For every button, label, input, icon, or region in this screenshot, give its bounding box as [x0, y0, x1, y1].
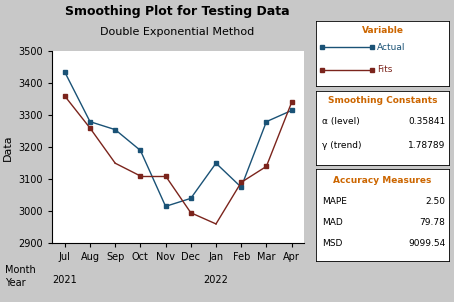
- Text: Fits: Fits: [377, 65, 393, 74]
- Y-axis label: Data: Data: [3, 134, 13, 161]
- Text: Smoothing Plot for Testing Data: Smoothing Plot for Testing Data: [65, 5, 289, 18]
- Text: 1.78789: 1.78789: [408, 141, 445, 150]
- Text: Variable: Variable: [361, 26, 404, 35]
- Text: Year: Year: [5, 278, 25, 288]
- Text: Actual: Actual: [377, 43, 405, 52]
- Text: γ (trend): γ (trend): [322, 141, 362, 150]
- Text: Double Exponential Method: Double Exponential Method: [100, 27, 254, 37]
- Text: 2.50: 2.50: [425, 197, 445, 206]
- Text: 79.78: 79.78: [419, 218, 445, 227]
- Text: α (level): α (level): [322, 117, 360, 126]
- Text: Accuracy Measures: Accuracy Measures: [333, 175, 432, 185]
- Text: Smoothing Constants: Smoothing Constants: [328, 96, 437, 105]
- Text: 2022: 2022: [203, 275, 228, 285]
- Text: 9099.54: 9099.54: [408, 239, 445, 248]
- Text: Month: Month: [5, 265, 35, 275]
- Text: MSD: MSD: [322, 239, 343, 248]
- Text: 2021: 2021: [52, 275, 77, 285]
- Text: MAD: MAD: [322, 218, 343, 227]
- Text: 0.35841: 0.35841: [408, 117, 445, 126]
- Text: MAPE: MAPE: [322, 197, 347, 206]
